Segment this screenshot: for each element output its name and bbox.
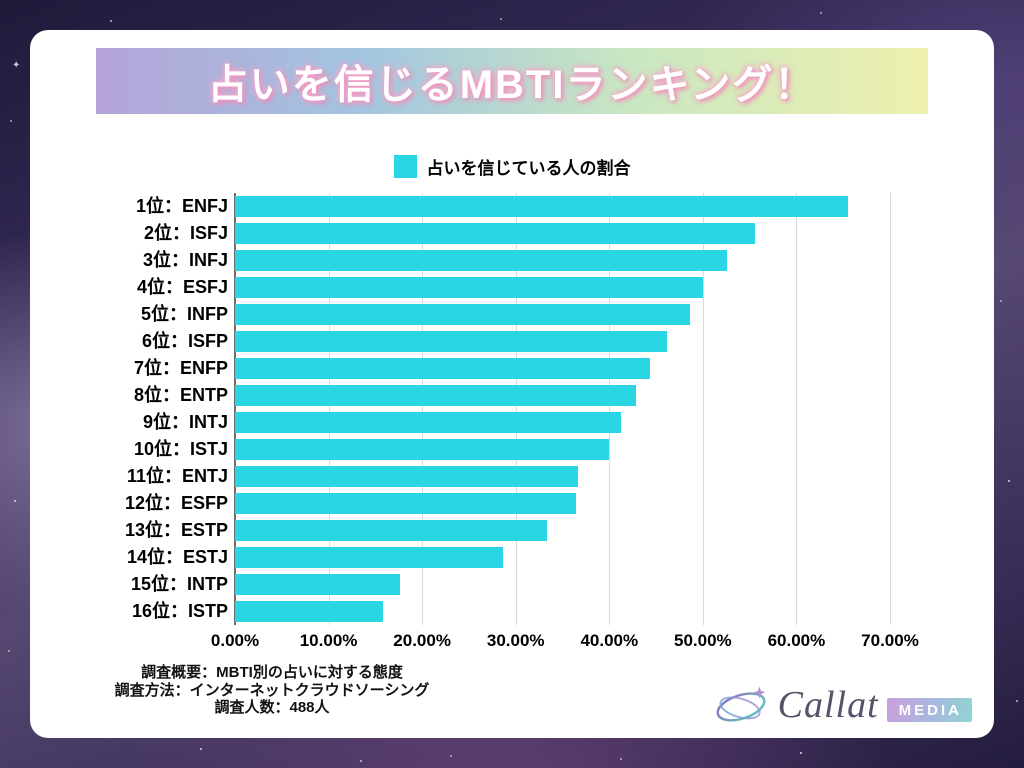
gridline [328,193,330,625]
bar-ISFJ [235,223,756,244]
brand-logo: Callat MEDIA [712,674,972,736]
bar-ISFP [235,331,668,352]
sparkle-icon [12,60,20,71]
gridline [609,193,611,625]
category-label: 4位：ESFJ [136,277,228,297]
gridline [702,193,704,625]
bar-ESTP [235,520,547,541]
x-tick-label: 0.00% [210,631,260,650]
plot-area [234,193,891,625]
brand-name: Callat [777,684,879,726]
category-label: 14位：ESTJ [126,547,228,567]
category-label: 10位：ISTJ [133,439,228,459]
category-label: 15位：INTP [130,574,228,594]
gridline [890,193,891,625]
category-labels: 1位：ENFJ 2位：ISFJ 3位：INFJ 4位：ESFJ 5位：INFP 6位：IS… [30,193,228,625]
logo-swirl-icon [716,686,766,722]
bar-INFP [235,304,690,325]
bar-ESFP [235,493,576,514]
x-tick-label: 60.00% [767,631,826,650]
x-tick-label: 50.00% [674,631,732,650]
category-label: 12位：ESFP [124,493,228,513]
category-label: 7位：ENFP [133,358,228,378]
category-label: 11位：ENTJ [126,466,228,486]
bar-INTJ [235,412,621,433]
category-label: 13位：ESTP [124,520,228,540]
x-tick-label: 70.00% [861,631,919,650]
x-tick-label: 40.00% [580,631,639,650]
bar-INFJ [235,250,728,271]
bar-ESTJ [235,547,503,568]
bar-ENFP [235,358,651,379]
bar-chart: 1位：ENFJ 2位：ISFJ 3位：INFJ 4位：ESFJ 5位：INFP 6位：IS… [30,193,994,693]
category-label: 6位：ISFP [141,331,228,351]
category-label: 3位：INFJ [142,250,228,270]
category-label: 9位：INTJ [142,412,228,432]
gridline [422,193,424,625]
survey-note-line: 調査概要：MBTI別の占いに対する態度 [141,664,403,681]
gridline [234,193,236,625]
category-label: 5位：INFP [140,304,228,324]
x-tick-label: 10.00% [299,631,358,650]
survey-note-line: 調査方法：インターネットクラウドソーシング [114,681,430,699]
category-label: 8位：ENTP [133,385,228,405]
legend-swatch [393,155,417,178]
survey-note-line: 調査人数：488人 [214,699,330,716]
chart-legend: 占いを信じている人の割合 [30,154,994,179]
bar-ESFJ [235,277,703,298]
x-tick-label: 30.00% [486,631,545,650]
bar-ENFJ [235,196,848,217]
bar-ENTJ [235,466,579,487]
legend-label: 占いを信じている人の割合 [426,159,631,178]
x-tick-label: 20.00% [393,631,451,650]
bar-ISTJ [235,439,610,460]
survey-notes: 調査概要：MBTI別の占いに対する態度 調査方法：インターネットクラウドソーシン… [60,664,484,717]
page-title: 占いを信じるMBTIランキング！ [207,63,817,107]
bar-ENTP [235,385,637,406]
category-label: 16位：ISTP [131,601,228,621]
gridline [515,193,517,625]
category-label: 2位：ISFJ [143,223,228,243]
starfield-decoration [0,0,2,2]
x-axis: 0.00% 10.00% 20.00% 30.00% 40.00% 50.00% 60.00… [211,631,919,657]
bar-INTP [235,574,400,595]
infographic-card: 占いを信じるMBTIランキング！ 占いを信じている人の割合 1位：ENFJ 2位：… [30,30,994,738]
media-badge: MEDIA [886,698,972,722]
bar-ISTP [235,601,383,622]
category-label: 1位：ENFJ [135,196,228,216]
gridline [796,193,798,625]
title-banner: 占いを信じるMBTIランキング！ [96,48,928,114]
